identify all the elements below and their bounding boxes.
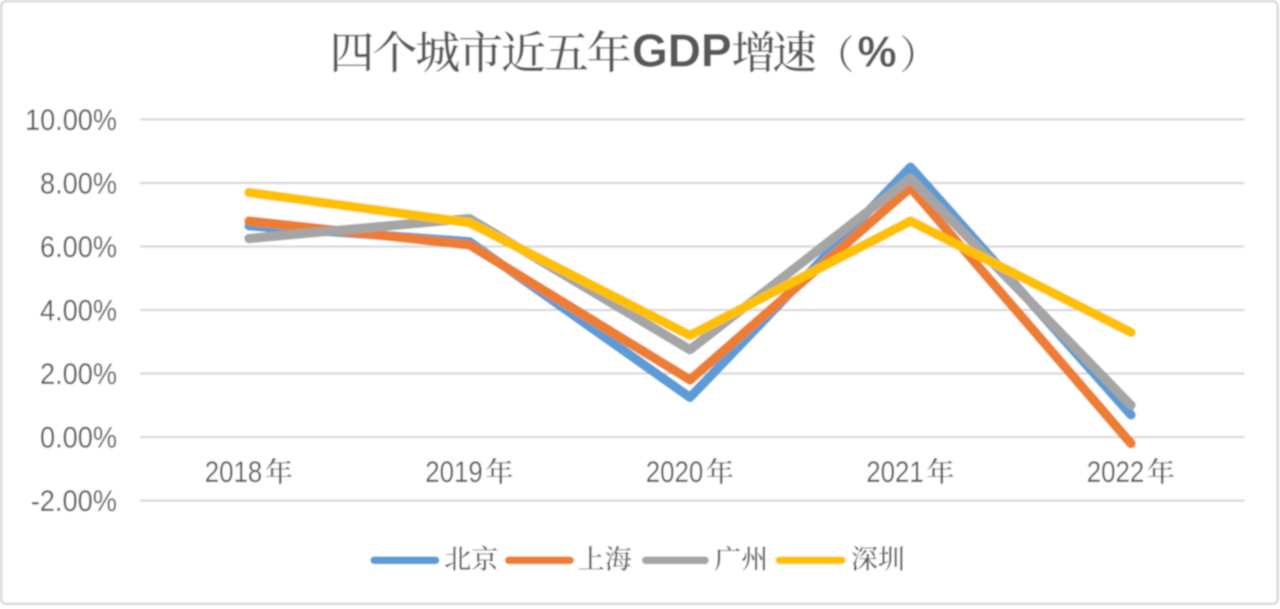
svg-text:8.00%: 8.00% bbox=[40, 168, 117, 201]
svg-text:-2.00%: -2.00% bbox=[31, 485, 117, 518]
svg-text:6.00%: 6.00% bbox=[40, 231, 117, 264]
svg-text:10.00%: 10.00% bbox=[25, 104, 117, 137]
svg-text:4.00%: 4.00% bbox=[40, 295, 117, 328]
svg-text:2020: 2020 bbox=[646, 456, 704, 489]
svg-text:2021: 2021 bbox=[866, 456, 924, 489]
svg-text:GDP: GDP bbox=[632, 25, 732, 77]
svg-text:0.00%: 0.00% bbox=[40, 422, 117, 455]
svg-text:2018: 2018 bbox=[205, 456, 262, 489]
svg-text:%: % bbox=[858, 28, 897, 77]
svg-text:2.00%: 2.00% bbox=[40, 358, 117, 391]
svg-text:2022: 2022 bbox=[1087, 456, 1145, 489]
svg-text:2019: 2019 bbox=[425, 456, 483, 489]
